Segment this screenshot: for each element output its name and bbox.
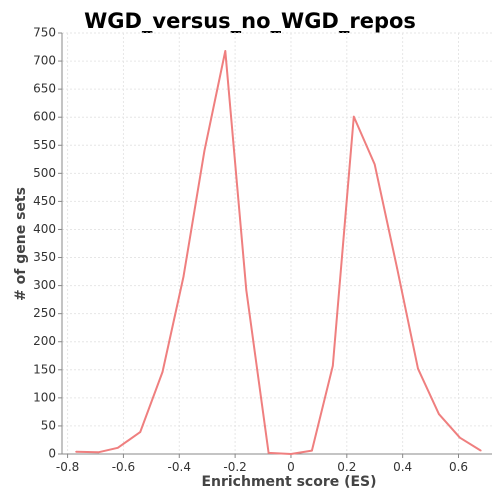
y-tick-label: 100 [33, 390, 56, 404]
data-point [290, 453, 292, 455]
tick-labels: 0 50 100 150 200 250 300 350 400 450 500 550 600 650 7… [33, 26, 468, 475]
data-point [459, 436, 461, 439]
data-point [396, 267, 398, 269]
data-point [139, 431, 141, 433]
y-tick-label: 650 [33, 82, 56, 96]
y-tick-label: 150 [33, 362, 56, 376]
data-point [311, 449, 313, 452]
data-point [352, 115, 355, 118]
y-tick-label: 200 [33, 334, 56, 348]
data-point [182, 275, 185, 278]
data-point [203, 150, 206, 152]
data-point [117, 447, 119, 449]
axes [58, 32, 492, 458]
series-line [75, 50, 482, 455]
y-tick-label: 300 [33, 278, 56, 292]
y-tick-label: 750 [33, 26, 56, 40]
y-tick-label: 250 [33, 306, 56, 320]
series-lines [75, 50, 482, 455]
x-tick-label: -0.6 [112, 460, 135, 474]
y-tick-label: 500 [33, 166, 56, 180]
x-tick-label: -0.2 [223, 460, 246, 474]
y-tick-label: 600 [33, 110, 56, 124]
x-tick-label: 0.4 [393, 460, 412, 474]
data-point [245, 289, 248, 291]
y-tick-label: 350 [33, 250, 56, 264]
data-point [161, 371, 164, 373]
y-tick-label: 400 [33, 222, 56, 236]
x-tick-label: 0.6 [449, 460, 468, 474]
data-point [417, 367, 419, 370]
y-axis-label: # of gene sets [13, 187, 29, 301]
y-tick-label: 550 [33, 138, 56, 152]
data-point [267, 452, 270, 454]
data-point [480, 449, 482, 452]
data-point [97, 451, 100, 454]
y-tick-label: 450 [33, 194, 56, 208]
y-tick-label: 0 [48, 447, 56, 461]
chart-title: WGD_versus_no_WGD_repos [84, 9, 416, 33]
data-point [373, 163, 376, 166]
x-tick-label: 0.2 [337, 460, 356, 474]
y-tick-label: 50 [41, 418, 56, 432]
data-point [75, 450, 77, 453]
y-tick-label: 700 [33, 54, 56, 68]
x-axis-label: Enrichment score (ES) [201, 474, 376, 490]
data-point [332, 365, 334, 367]
data-point [438, 413, 440, 415]
x-tick-label: 0 [287, 460, 295, 474]
x-tick-label: -0.4 [168, 460, 191, 474]
x-tick-label: -0.8 [56, 460, 79, 474]
data-point [224, 50, 227, 52]
